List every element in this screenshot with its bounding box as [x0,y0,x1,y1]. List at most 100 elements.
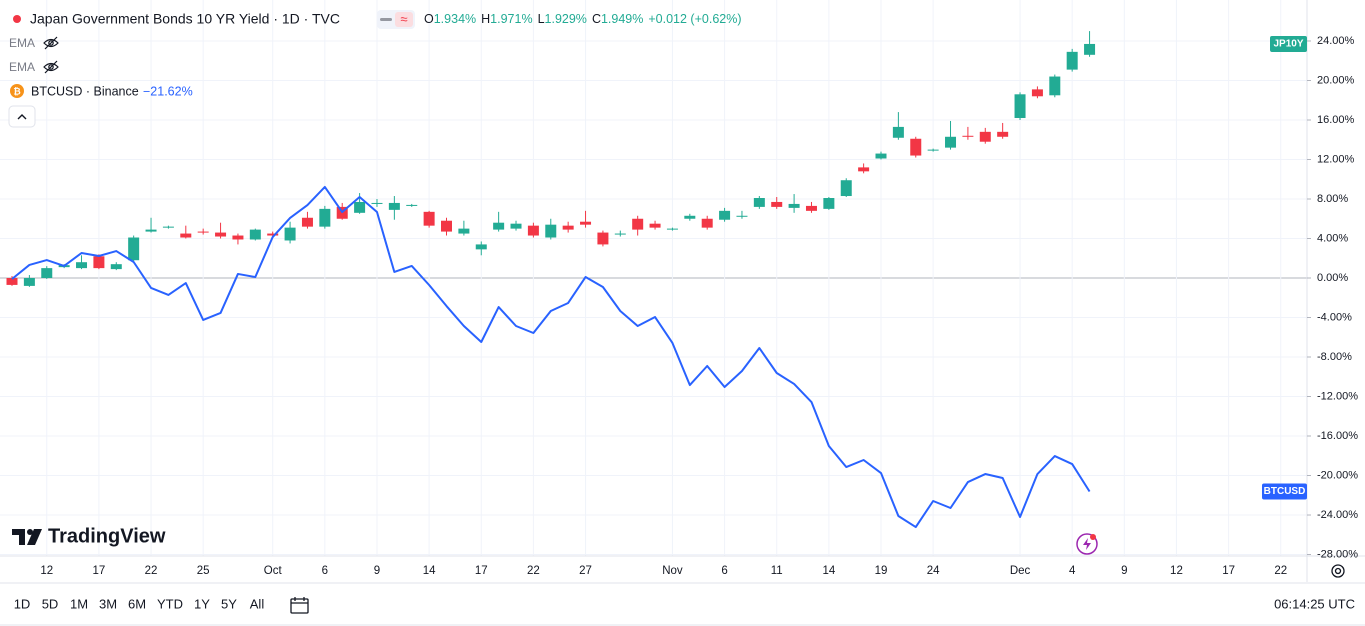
candle-body [945,136,957,148]
ohlc-label: H [481,12,490,26]
lightning-icon[interactable] [1076,533,1098,555]
y-tick-label: 4.00% [1317,232,1348,244]
x-tick-label: 6 [721,565,727,577]
x-tick-label: 6 [322,565,328,577]
y-tick-label: -20.00% [1317,469,1358,481]
x-tick-label: 27 [579,565,592,577]
x-tick-label: 12 [1170,565,1183,577]
x-tick-label: Nov [662,565,683,577]
candle-body [910,138,922,156]
y-tick-label: 12.00% [1317,153,1355,165]
candle-body [110,264,122,270]
candle-body [388,202,400,210]
candle-body [1014,94,1026,119]
y-tick-label: 24.00% [1317,35,1355,47]
x-tick-label: 19 [875,565,888,577]
range-button[interactable]: All [250,596,265,611]
candle-body [93,256,105,269]
symbol-title[interactable]: Japan Government Bonds 10 YR Yield · 1D … [30,11,340,27]
logo-text: TradingView [48,525,166,547]
x-tick-label: 22 [145,565,158,577]
candle-body [162,226,174,228]
toolbar: 1D 5D 1M 3M 6M YTD 1Y 5Y All [14,596,265,611]
x-tick-label: 25 [197,565,210,577]
candle-body [771,201,783,207]
candle-body [614,233,626,235]
compare-line [11,185,1091,529]
ohlc: O1.934% H1.971% L1.929% C1.949% +0.012 (+0.6… [424,12,742,26]
candle-body [180,233,192,238]
price-badge [1270,35,1307,52]
status-dot [13,15,21,23]
candle-body [788,203,800,208]
btc-icon: ₿ [13,86,20,96]
indicator-label[interactable]: EMA [9,36,35,50]
ohlc-value: 1.971% [490,12,532,26]
compare-change: −21.62% [143,84,193,98]
settings-icon[interactable] [1331,564,1345,578]
logo: TradingView [12,525,166,547]
candle-body [545,224,557,238]
candle-body [232,235,244,240]
collapse-icon [17,114,27,120]
indicator-label[interactable]: EMA [9,60,35,74]
x-tick-label: 17 [475,565,488,577]
range-button[interactable]: 5D [42,596,59,611]
candle-body [736,215,748,217]
hidden-eye-icon[interactable] [43,36,59,50]
candle-body [580,221,592,225]
candle-body [666,228,678,230]
candle-body [249,229,261,240]
candle-body [319,208,331,227]
candle-body [701,218,713,228]
candle-body [1084,43,1096,55]
compare-symbol[interactable]: BTCUSD · Binance [31,84,139,98]
candle-body [962,135,974,137]
x-tick-label: Dec [1010,565,1031,577]
candle-body [1031,89,1043,97]
price-badge-label: BTCUSD [1264,486,1306,497]
candle-body [475,244,487,250]
range-button[interactable]: YTD [157,596,183,611]
x-tick-label: 24 [927,565,940,577]
y-tick-label: -4.00% [1317,311,1352,323]
x-tick-label: 9 [374,565,380,577]
date-range-icon[interactable] [290,597,309,614]
candle-body [1066,51,1078,70]
candle-body [1049,76,1061,96]
candle-body [858,167,870,172]
candle-body [41,268,53,278]
y-tick-label: 8.00% [1317,193,1348,205]
range-button[interactable]: 1Y [194,596,210,611]
candle-body [719,210,731,220]
x-tick-label: 17 [1222,565,1235,577]
ohlc-value: 1.929% [545,12,587,26]
range-button[interactable]: 6M [128,596,146,611]
clock: 06:14:25 UTC [1274,596,1355,611]
y-tick-label: -8.00% [1317,351,1352,363]
x-tick-label: 9 [1121,565,1127,577]
y-tick-label: -16.00% [1317,430,1358,442]
y-tick-label: 20.00% [1317,74,1355,86]
range-button[interactable]: 1D [14,596,31,611]
badge-icon [380,18,392,21]
y-tick-label: -12.00% [1317,390,1358,402]
candle-body [197,231,209,233]
x-tick-label: 14 [822,565,835,577]
candle-body [76,262,88,269]
candle-body [753,198,765,207]
range-button[interactable]: 3M [99,596,117,611]
y-tick-label: -24.00% [1317,509,1358,521]
ohlc-label: O [424,12,434,26]
candle-body [684,215,696,219]
range-button[interactable]: 1M [70,596,88,611]
badge-icon: ≈ [400,11,407,26]
candle-body [927,149,939,151]
ohlc-value: 1.934% [434,12,476,26]
x-tick-label: Oct [264,565,283,577]
plot [6,31,1096,529]
hidden-eye-icon[interactable] [43,60,59,74]
range-button[interactable]: 5Y [221,596,237,611]
ohlc-label: L [538,12,545,26]
collapse-button[interactable] [8,105,36,128]
